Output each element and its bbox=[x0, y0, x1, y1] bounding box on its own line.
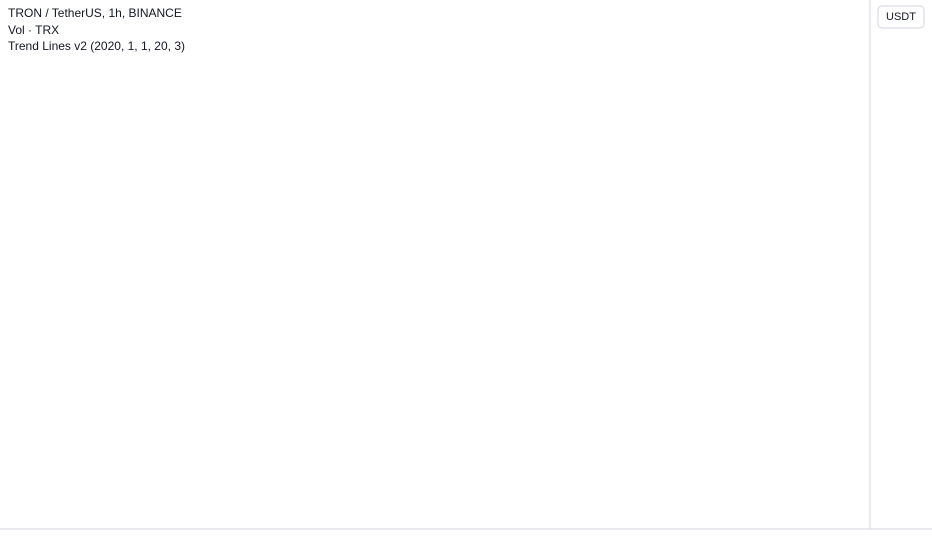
indicator: Trend Lines v2 (2020, 1, 1, 20, 3) bbox=[8, 39, 185, 53]
currency-button[interactable] bbox=[877, 5, 925, 29]
currency-label[interactable]: USDT bbox=[886, 11, 916, 23]
price-axis bbox=[870, 0, 932, 550]
chart-title: TRON / TetherUS, 1h, BINANCE bbox=[8, 6, 182, 20]
indicator: Vol · TRX bbox=[8, 23, 59, 37]
